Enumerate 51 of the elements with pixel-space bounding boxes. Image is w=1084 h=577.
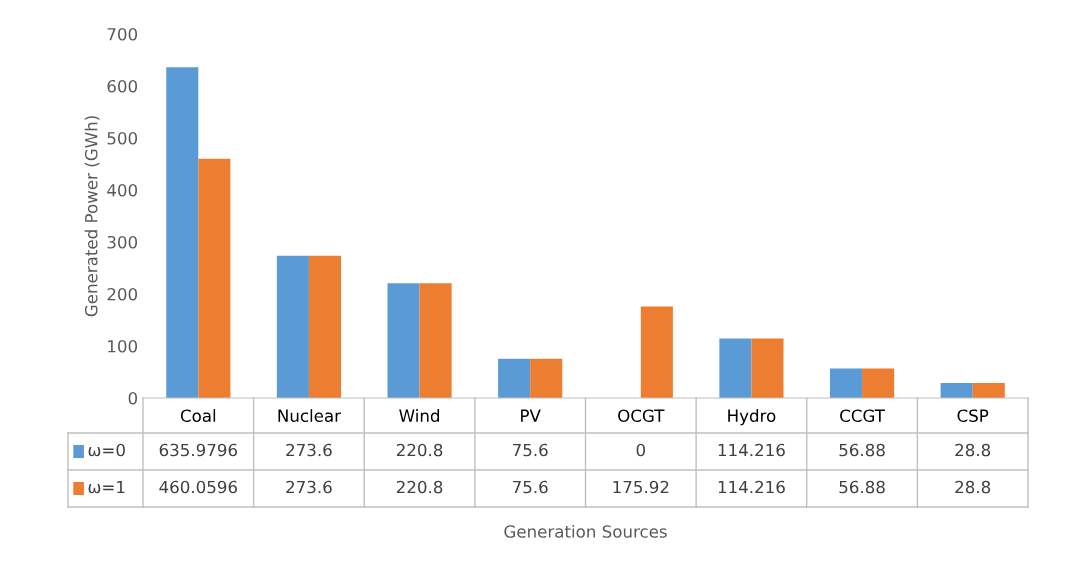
y-tick-label: 400 <box>107 183 138 197</box>
bar <box>751 338 784 398</box>
text: Generation Sources <box>504 524 667 538</box>
data-label: 273.6 <box>286 480 332 494</box>
bar <box>530 358 563 398</box>
data-label: 0 <box>636 443 646 457</box>
data-label: 75.6 <box>513 443 548 457</box>
data-label: 175.92 <box>613 480 669 494</box>
bar <box>308 255 342 398</box>
bar <box>419 283 452 398</box>
bar <box>940 383 973 398</box>
bar <box>276 255 309 398</box>
data-label: 75.6 <box>513 480 548 494</box>
legend-label: ω=0 <box>88 443 125 457</box>
bar <box>719 338 752 398</box>
data-label: 273.6 <box>286 443 332 457</box>
y-tick-label: 300 <box>107 235 138 249</box>
x-tick-label: Nuclear <box>278 409 342 423</box>
data-label: 114.216 <box>718 480 785 494</box>
bar <box>640 306 673 398</box>
data-label: 28.8 <box>955 480 991 494</box>
x-tick-label: CCGT <box>840 409 885 423</box>
y-axis-title: Generated Power (GWh) <box>84 116 100 317</box>
x-tick-label: Hydro <box>728 409 776 426</box>
y-tick-label: 700 <box>107 27 138 41</box>
y-tick-label: 600 <box>107 79 138 93</box>
x-tick-label: OCGT <box>618 409 665 423</box>
bar <box>862 368 895 398</box>
data-label: 56.88 <box>839 443 885 457</box>
y-tick-label: 500 <box>107 131 138 145</box>
bar <box>829 368 863 398</box>
bar <box>198 158 231 398</box>
x-tick-label: CSP <box>957 409 989 423</box>
bar <box>387 283 420 398</box>
data-label: 220.8 <box>396 480 443 494</box>
data-label: 635.9796 <box>159 443 238 457</box>
bar <box>498 358 531 398</box>
x-tick-label: PV <box>521 409 541 422</box>
legend-label: ω=1 <box>88 480 125 494</box>
data-label: 220.8 <box>396 443 443 457</box>
data-label: 460.0596 <box>159 480 238 494</box>
data-label: 56.88 <box>839 480 885 494</box>
x-tick-label: Coal <box>180 409 216 423</box>
y-tick-label: 100 <box>108 339 138 353</box>
data-label: 114.216 <box>718 443 785 457</box>
bar <box>166 67 199 398</box>
x-tick-label: Wind <box>399 409 439 423</box>
data-label: 28.8 <box>955 443 991 457</box>
y-tick-label: 0 <box>128 391 138 405</box>
bar <box>972 383 1005 398</box>
y-tick-label: 200 <box>107 287 138 301</box>
